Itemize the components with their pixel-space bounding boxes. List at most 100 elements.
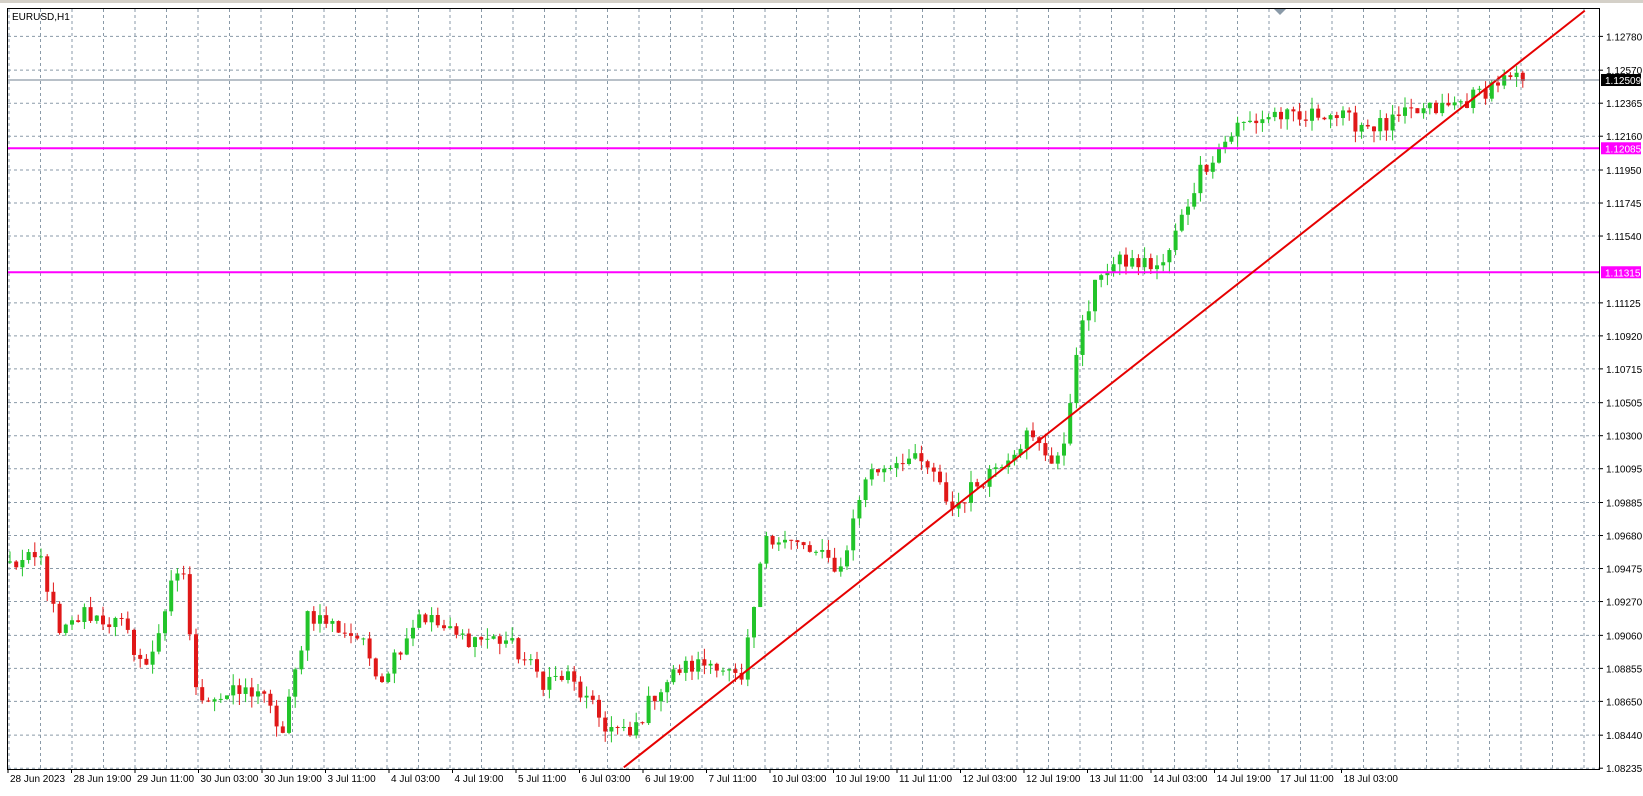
y-tick-label: 1.11125 — [1606, 299, 1641, 310]
plot-frame — [7, 8, 1600, 770]
bull-candle — [404, 638, 409, 655]
bear-candle — [1316, 108, 1321, 118]
bull-candle — [671, 669, 676, 683]
bear-candle — [187, 574, 192, 635]
bull-candle — [1068, 403, 1073, 444]
bear-candle — [801, 542, 806, 546]
bull-candle — [820, 549, 825, 552]
bull-candle — [993, 467, 998, 470]
bear-candle — [876, 469, 880, 473]
bear-candle — [739, 672, 744, 680]
bull-candle — [609, 727, 614, 732]
bull-candle — [913, 453, 918, 459]
bear-candle — [144, 658, 149, 665]
bear-candle — [640, 722, 645, 724]
grid — [8, 9, 1599, 769]
bear-candle — [398, 652, 403, 655]
bear-candle — [194, 634, 198, 688]
bull-candle — [20, 560, 25, 568]
bull-candle — [1341, 110, 1345, 119]
bull-candle — [243, 687, 248, 694]
x-tick-label: 6 Jul 19:00 — [645, 774, 694, 785]
bull-candle — [776, 542, 781, 545]
bull-candle — [1155, 265, 1159, 270]
bear-candle — [615, 727, 620, 729]
bull-candle — [882, 468, 887, 473]
bear-candle — [1204, 164, 1209, 172]
bull-candle — [721, 670, 725, 672]
bear-candle — [435, 615, 440, 626]
x-tick-label: 10 Jul 03:00 — [772, 774, 827, 785]
bull-candle — [956, 502, 961, 509]
bear-candle — [677, 669, 682, 673]
trendline-group[interactable] — [623, 9, 1586, 769]
bear-candle — [132, 629, 136, 655]
trendline[interactable] — [623, 9, 1586, 769]
bull-candle — [1111, 264, 1116, 273]
bull-candle — [448, 626, 453, 629]
bull-candle — [156, 633, 161, 652]
bear-candle — [76, 620, 81, 622]
bear-candle — [268, 693, 273, 706]
bear-candle — [578, 681, 583, 698]
shift-marker-icon[interactable] — [1274, 9, 1286, 15]
x-tick-label: 28 Jun 19:00 — [74, 774, 132, 785]
bear-candle — [1353, 112, 1358, 132]
bull-candle — [293, 669, 298, 697]
bull-candle — [225, 695, 229, 699]
x-tick-label: 5 Jul 11:00 — [518, 774, 567, 785]
bull-candle — [1130, 258, 1135, 267]
bear-candle — [1136, 258, 1141, 268]
horizontal-levels[interactable]: 1.12085 1.11315 — [8, 142, 1642, 279]
bull-candle — [1161, 262, 1166, 266]
x-tick-label: 14 Jul 19:00 — [1217, 774, 1272, 785]
bull-candle — [646, 695, 651, 724]
bull-candle — [70, 620, 74, 625]
bear-candle — [1334, 115, 1339, 119]
bull-candle — [857, 500, 862, 519]
bear-candle — [311, 611, 316, 624]
bear-candle — [1384, 118, 1389, 131]
bear-candle — [559, 675, 564, 680]
bull-candle — [727, 669, 732, 671]
bear-candle — [690, 660, 694, 672]
bull-candle — [392, 652, 397, 674]
bear-candle — [770, 536, 775, 545]
x-tick-label: 11 Jul 11:00 — [899, 774, 952, 785]
bull-candle — [764, 536, 769, 564]
bull-candle — [1142, 258, 1147, 268]
y-tick-label: 1.10505 — [1606, 399, 1643, 410]
x-tick-label: 3 Jul 11:00 — [328, 774, 377, 785]
bear-candle — [280, 726, 285, 733]
bear-candle — [1347, 110, 1352, 113]
bear-candle — [57, 603, 62, 633]
x-tick-label: 30 Jun 19:00 — [264, 774, 322, 785]
bear-candle — [1372, 126, 1376, 132]
bull-candle — [82, 607, 87, 622]
bear-candle — [962, 502, 967, 504]
bull-candle — [26, 552, 31, 561]
bull-candle — [1186, 206, 1190, 215]
bull-candle — [659, 692, 663, 702]
y-tick-label: 1.10095 — [1606, 465, 1643, 476]
bull-candle — [1000, 467, 1004, 469]
bear-candle — [919, 453, 924, 462]
bear-candle — [274, 705, 279, 727]
bear-candle — [807, 545, 812, 552]
bear-candle — [206, 700, 211, 702]
bear-candle — [497, 636, 502, 644]
bear-candle — [1124, 254, 1128, 267]
bear-candle — [1049, 455, 1054, 464]
bull-candle — [1248, 120, 1252, 122]
bear-candle — [262, 691, 267, 694]
bear-candle — [51, 591, 56, 604]
bull-candle — [888, 467, 893, 469]
bull-candle — [1359, 124, 1364, 132]
bull-candle — [745, 637, 750, 680]
bull-candle — [361, 638, 366, 640]
bear-candle — [88, 607, 93, 621]
x-tick-label: 7 Jul 11:00 — [709, 774, 758, 785]
bear-candle — [373, 658, 378, 677]
